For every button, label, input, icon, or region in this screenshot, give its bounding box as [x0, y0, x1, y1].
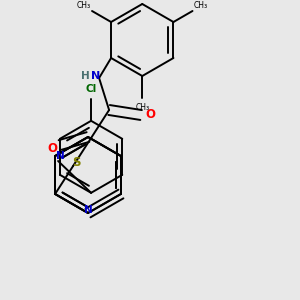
Text: CH₃: CH₃: [135, 103, 149, 112]
Text: O: O: [145, 109, 155, 122]
Text: CH₃: CH₃: [76, 2, 90, 10]
Text: N: N: [92, 71, 101, 81]
Text: N: N: [84, 205, 92, 215]
Text: O: O: [47, 142, 57, 154]
Text: Cl: Cl: [85, 84, 97, 94]
Text: S: S: [72, 155, 80, 169]
Text: H: H: [81, 71, 89, 81]
Text: CH₃: CH₃: [194, 2, 208, 10]
Text: N: N: [56, 151, 64, 161]
